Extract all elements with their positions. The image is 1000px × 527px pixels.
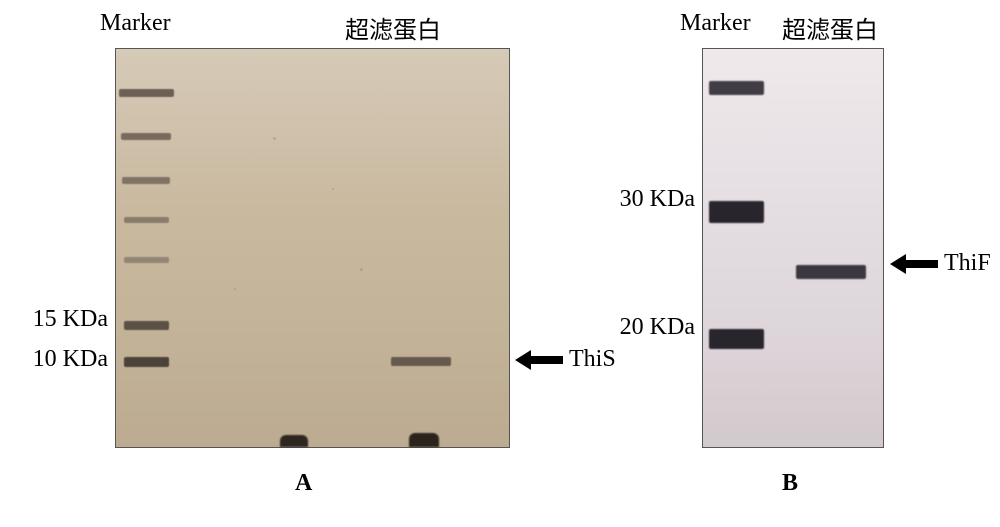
marker-band [121, 133, 171, 140]
sample-band [796, 265, 866, 279]
marker-band [124, 357, 169, 367]
mw-label: 10 KDa [0, 346, 108, 373]
panel-b-protein-label: ThiF [944, 250, 991, 277]
panel-b-arrow: ThiF [890, 250, 991, 277]
marker-band [119, 89, 174, 97]
artifact-band [409, 433, 439, 447]
panel-b-header-sample: 超滤蛋白 [782, 10, 878, 45]
noise-speck [332, 188, 334, 190]
marker-band [709, 329, 764, 349]
panel-a-header-sample: 超滤蛋白 [345, 10, 441, 45]
panel-b-header-marker: Marker [680, 10, 751, 37]
noise-speck [360, 268, 363, 271]
marker-band [124, 257, 169, 263]
noise-speck [234, 288, 236, 290]
panel-a-gel [115, 48, 510, 448]
marker-band [709, 81, 764, 95]
panel-a-letter: A [295, 470, 312, 497]
sample-band [391, 357, 451, 366]
artifact-band [280, 435, 308, 447]
panel-a-header-marker: Marker [100, 10, 171, 37]
marker-band [124, 321, 169, 330]
mw-label: 30 KDa [595, 186, 695, 213]
panel-b-letter: B [782, 470, 798, 497]
panel-b-gel [702, 48, 884, 448]
arrow-left-icon [515, 348, 563, 372]
noise-speck [273, 137, 276, 140]
marker-band [122, 177, 170, 184]
panel-b-gel-bg [703, 49, 883, 447]
panel-a-arrow: ThiS [515, 346, 616, 373]
mw-label: 15 KDa [0, 306, 108, 333]
marker-band [709, 201, 764, 223]
mw-label: 20 KDa [595, 314, 695, 341]
arrow-left-icon [890, 252, 938, 276]
panel-a-gel-bg [116, 49, 509, 447]
panel-a-protein-label: ThiS [569, 346, 616, 373]
marker-band [124, 217, 169, 223]
